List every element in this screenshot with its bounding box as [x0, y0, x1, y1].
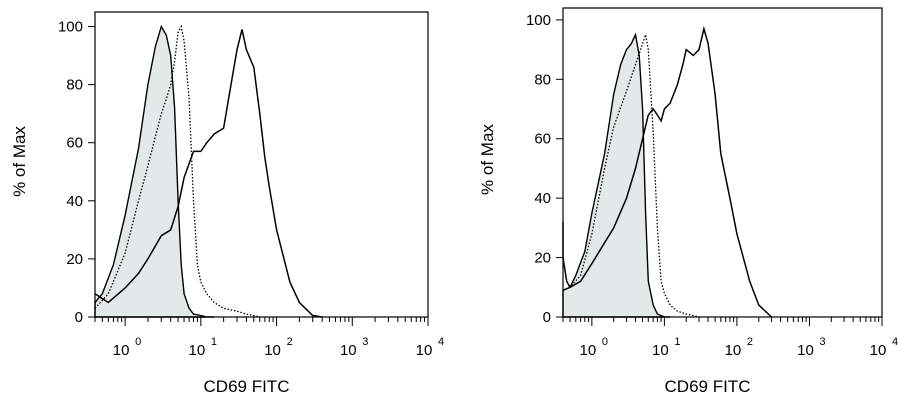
- x-tick-exponent: 1: [211, 336, 217, 348]
- histogram-solid-curve: [562, 25, 773, 318]
- y-tick-label: 80: [66, 77, 83, 94]
- y-tick-label: 100: [526, 12, 551, 29]
- x-tick-exponent: 3: [362, 336, 368, 348]
- x-tick-label: 10: [113, 342, 130, 359]
- x-tick-exponent: 2: [747, 336, 753, 348]
- y-tick-label: 60: [66, 135, 83, 152]
- x-tick-label: 10: [264, 342, 281, 359]
- y-axis-title: % of Max: [478, 124, 497, 195]
- x-tick-label: 10: [652, 342, 669, 359]
- x-tick-exponent: 4: [892, 336, 898, 348]
- y-tick-label: 0: [75, 309, 83, 326]
- x-tick-exponent: 0: [602, 336, 608, 348]
- x-tick-label: 10: [416, 342, 433, 359]
- histogram-shaded-curve: [94, 24, 215, 318]
- x-tick-label: 10: [340, 342, 357, 359]
- x-tick-exponent: 3: [819, 336, 825, 348]
- plot-frame: [562, 7, 883, 318]
- x-tick-exponent: 1: [674, 336, 680, 348]
- x-tick-exponent: 4: [438, 336, 444, 348]
- y-tick-label: 60: [534, 131, 551, 148]
- y-tick-label: 20: [534, 250, 551, 267]
- y-tick-label: 40: [534, 190, 551, 207]
- x-tick-label: 10: [725, 342, 742, 359]
- x-axis-title: CD69 FITC: [665, 377, 751, 396]
- y-axis-title: % of Max: [10, 126, 29, 197]
- histogram-dotted-curve: [94, 24, 260, 318]
- x-tick-exponent: 2: [287, 336, 293, 348]
- x-tick-label: 10: [189, 342, 206, 359]
- x-tick-exponent: 0: [135, 336, 141, 348]
- x-axis-title: CD69 FITC: [204, 377, 290, 396]
- y-tick-label: 20: [66, 251, 83, 268]
- y-tick-label: 80: [534, 71, 551, 88]
- y-tick-label: 0: [543, 309, 551, 326]
- plot-frame: [94, 11, 429, 318]
- histogram-dotted-curve: [562, 34, 700, 318]
- y-tick-label: 100: [58, 19, 83, 36]
- x-tick-label: 10: [797, 342, 814, 359]
- x-tick-label: 10: [870, 342, 887, 359]
- y-tick-label: 40: [66, 193, 83, 210]
- histogram-solid-curve: [94, 29, 323, 318]
- histogram-shaded-curve: [562, 32, 671, 318]
- x-tick-label: 10: [580, 342, 597, 359]
